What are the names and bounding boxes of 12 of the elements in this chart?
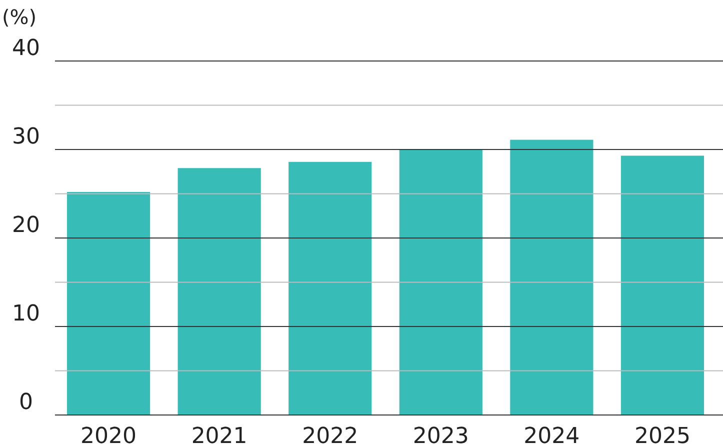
x-tick-label: 2021 xyxy=(191,424,248,446)
x-tick-label: 2023 xyxy=(412,424,469,446)
x-tick-label: 2022 xyxy=(302,424,358,446)
x-tick-label: 2024 xyxy=(524,424,580,446)
x-tick-label: 2020 xyxy=(80,424,137,446)
x-tick-label: 2025 xyxy=(634,424,690,446)
y-tick-label: 10 xyxy=(12,302,40,326)
y-tick-label: 20 xyxy=(12,213,40,238)
y-tick-label: 30 xyxy=(12,124,40,150)
y-axis-title: (%) xyxy=(2,5,37,29)
y-tick-label: 0 xyxy=(19,390,33,415)
y-tick-label: 40 xyxy=(12,36,40,61)
